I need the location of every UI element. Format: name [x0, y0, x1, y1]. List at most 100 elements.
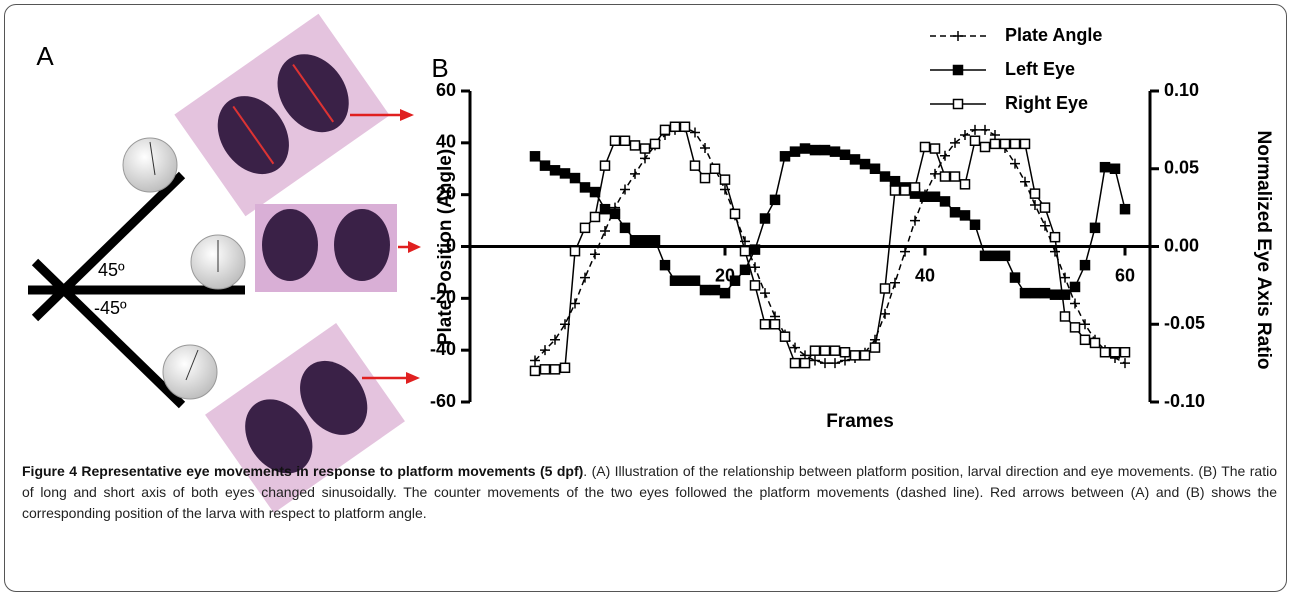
point	[779, 151, 791, 162]
point	[859, 158, 871, 170]
point	[550, 334, 560, 345]
point	[879, 283, 891, 294]
point	[1119, 203, 1131, 215]
point	[1019, 287, 1031, 299]
point	[590, 249, 600, 260]
point	[999, 138, 1011, 150]
point	[659, 124, 671, 136]
point	[749, 244, 761, 255]
point	[719, 287, 731, 299]
point	[819, 345, 831, 356]
point	[930, 168, 940, 179]
point	[1020, 176, 1030, 187]
point	[1059, 311, 1071, 322]
point	[789, 146, 801, 157]
y-tick-label: -20	[430, 287, 456, 307]
point	[709, 284, 721, 296]
point	[570, 298, 580, 309]
panel-label: B	[431, 53, 448, 83]
point	[849, 350, 861, 361]
point	[649, 138, 661, 150]
point	[789, 357, 801, 369]
point	[829, 146, 841, 157]
point	[949, 207, 961, 218]
point	[869, 342, 881, 353]
point	[1119, 346, 1131, 358]
point	[689, 160, 701, 171]
point	[809, 345, 821, 356]
point	[619, 135, 631, 147]
point	[1069, 322, 1081, 333]
point	[820, 358, 830, 369]
point	[699, 284, 711, 296]
y2-tick-label: -0.10	[1164, 391, 1205, 411]
point	[1039, 287, 1051, 299]
point	[600, 225, 610, 236]
point	[1009, 138, 1021, 150]
point	[1009, 272, 1021, 283]
point	[549, 364, 561, 375]
point	[889, 185, 901, 196]
point	[869, 163, 881, 174]
point	[839, 149, 851, 161]
larva-images	[122, 13, 405, 514]
y-tick-label: -60	[430, 391, 456, 411]
point	[639, 143, 651, 154]
point	[940, 150, 950, 161]
point	[1049, 231, 1061, 243]
point	[1060, 272, 1070, 283]
point	[980, 124, 990, 135]
point	[659, 259, 671, 271]
point	[989, 138, 1001, 150]
point	[830, 358, 840, 369]
point	[909, 182, 921, 193]
point	[549, 165, 561, 176]
point	[899, 185, 911, 196]
point	[990, 130, 1000, 141]
point	[989, 250, 1001, 262]
point	[1079, 334, 1091, 346]
point	[689, 275, 701, 286]
point	[959, 210, 971, 221]
point	[1109, 346, 1121, 358]
point	[599, 160, 611, 171]
point	[829, 345, 841, 356]
point	[759, 319, 771, 330]
legend-label: Plate Angle	[1005, 25, 1102, 45]
point	[799, 357, 811, 369]
point	[669, 121, 681, 133]
y-axis-title: Plate Position (Angle)	[435, 149, 456, 345]
point	[699, 172, 711, 184]
x-tick-label: 60	[1115, 265, 1135, 285]
point	[1080, 319, 1090, 330]
point	[649, 235, 661, 246]
y2-tick-label: 0.05	[1164, 158, 1199, 178]
point	[580, 272, 590, 283]
point	[739, 264, 751, 276]
point	[599, 203, 611, 215]
point	[569, 245, 581, 257]
y-tick-label: 20	[436, 183, 456, 203]
point	[579, 182, 591, 193]
point	[959, 179, 971, 190]
y2-tick-label: 0.10	[1164, 80, 1199, 100]
angle-label: -45º	[94, 298, 127, 318]
point	[620, 184, 630, 195]
point	[540, 345, 550, 356]
point	[589, 211, 601, 223]
point	[1050, 246, 1060, 257]
point	[1049, 289, 1061, 300]
point	[609, 135, 621, 147]
point	[630, 168, 640, 179]
point	[880, 308, 890, 319]
point	[960, 130, 970, 141]
point	[979, 141, 991, 153]
point	[969, 219, 981, 230]
point	[929, 191, 941, 202]
point	[890, 277, 900, 288]
series-line	[534, 126, 1125, 372]
point	[939, 171, 951, 182]
point	[889, 175, 901, 187]
caption: Figure 4 Representative eye movements in…	[22, 461, 1277, 524]
